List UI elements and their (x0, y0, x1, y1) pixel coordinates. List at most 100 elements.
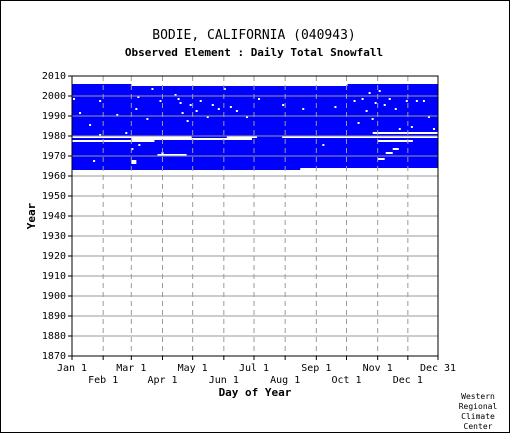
missing-day (125, 132, 128, 134)
y-axis-ticks: 1870 1880 1890 1900 1910 1920 1930 1940 1950 1960… (42, 71, 72, 362)
missing-period (377, 140, 413, 142)
missing-day (394, 108, 397, 110)
data-coverage-block (72, 86, 438, 170)
missing-day (370, 136, 373, 138)
missing-period (131, 160, 137, 164)
y-tick-label: 1990 (42, 111, 66, 122)
missing-day (206, 116, 209, 118)
missing-day (146, 118, 149, 120)
x-tick-label: Feb 1 (88, 375, 118, 386)
missing-period (385, 152, 393, 154)
x-axis-ticks: Jan 1 Mar 1 May 1 Jul 1 Sep 1 Nov 1 Dec 31 Feb … (57, 356, 456, 386)
x-tick-label: Oct 1 (331, 375, 361, 386)
missing-day (138, 144, 141, 146)
y-tick-label: 2000 (42, 91, 66, 102)
missing-day (181, 112, 184, 114)
missing-day (374, 102, 377, 104)
y-axis-label: Year (25, 202, 38, 229)
missing-period (226, 136, 258, 138)
missing-period (377, 158, 385, 160)
missing-period (131, 138, 252, 140)
missing-day (89, 124, 92, 126)
missing-period (282, 136, 438, 138)
y-tick-label: 1940 (42, 211, 66, 222)
x-axis-label: Day of Year (219, 386, 292, 399)
missing-day (405, 100, 408, 102)
missing-day (137, 96, 140, 98)
missing-day (116, 114, 119, 116)
x-tick-label: Mar 1 (116, 363, 146, 374)
missing-day (365, 110, 368, 112)
y-tick-label: 1910 (42, 271, 66, 282)
missing-period (300, 168, 438, 170)
missing-day (151, 88, 154, 90)
y-tick-label: 1960 (42, 171, 66, 182)
x-tick-label: Dec 1 (393, 375, 423, 386)
missing-day (334, 106, 337, 108)
missing-day (99, 100, 102, 102)
missing-day (235, 110, 238, 112)
missing-day (388, 98, 391, 100)
y-tick-label: 1920 (42, 251, 66, 262)
missing-day (179, 102, 182, 104)
missing-day (398, 128, 401, 130)
x-tick-label: Jul 1 (239, 363, 269, 374)
missing-day (383, 104, 386, 106)
missing-period (392, 148, 399, 150)
missing-day (177, 98, 180, 100)
x-tick-label: May 1 (178, 363, 208, 374)
missing-day (135, 108, 138, 110)
missing-period (72, 140, 155, 142)
x-tick-label: Jan 1 (57, 363, 87, 374)
missing-period (157, 154, 187, 156)
missing-day (73, 98, 76, 100)
missing-day (217, 108, 220, 110)
missing-period (72, 136, 192, 138)
missing-data-layer (72, 88, 438, 170)
y-tick-label: 1880 (42, 331, 66, 342)
missing-day (99, 134, 102, 136)
y-tick-label: 1950 (42, 191, 66, 202)
credit-line: Center (464, 422, 493, 431)
x-tick-label: Sep 1 (301, 363, 331, 374)
missing-day (258, 98, 261, 100)
credit-line: Climate (461, 412, 495, 421)
missing-day (427, 116, 430, 118)
missing-day (189, 104, 192, 106)
wrcc-credit: Western Regional Climate Center (459, 392, 498, 431)
missing-day (79, 112, 82, 114)
missing-day (378, 90, 381, 92)
missing-day (229, 106, 232, 108)
missing-day (93, 160, 96, 162)
missing-day (195, 110, 198, 112)
missing-day (422, 100, 425, 102)
y-tick-label: 1890 (42, 311, 66, 322)
missing-day (361, 98, 364, 100)
missing-period (372, 132, 438, 134)
y-tick-label: 1980 (42, 131, 66, 142)
missing-day (199, 100, 202, 102)
missing-day (357, 122, 360, 124)
x-tick-label: Jun 1 (209, 375, 239, 386)
missing-day (322, 144, 325, 146)
missing-day (245, 116, 248, 118)
missing-day (368, 92, 371, 94)
x-tick-label: Apr 1 (147, 375, 177, 386)
y-tick-label: 1930 (42, 231, 66, 242)
y-tick-label: 1900 (42, 291, 66, 302)
missing-day (302, 108, 305, 110)
missing-day (371, 118, 374, 120)
missing-day (211, 104, 214, 106)
x-tick-label: Nov 1 (363, 363, 393, 374)
x-tick-label: Dec 31 (420, 363, 456, 374)
chart-title: BODIE, CALIFORNIA (040943) (152, 28, 356, 43)
missing-day (131, 148, 134, 150)
missing-day (223, 88, 226, 90)
y-tick-label: 1870 (42, 351, 66, 362)
credit-line: Regional (459, 402, 498, 411)
data-coverage-block (72, 84, 132, 86)
credit-line: Western (461, 392, 495, 401)
missing-day (174, 94, 177, 96)
